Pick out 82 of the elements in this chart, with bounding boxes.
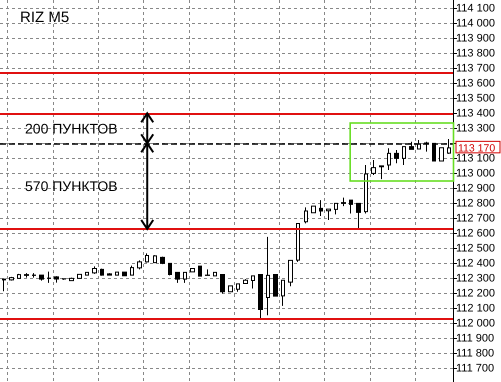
candlestick	[69, 277, 74, 282]
candlestick	[190, 268, 195, 273]
candlestick	[334, 202, 338, 215]
candlestick	[220, 274, 225, 294]
candlestick	[77, 273, 82, 279]
y-tick-label: 111 800	[456, 347, 494, 360]
candlestick	[439, 147, 444, 162]
candlestick	[9, 276, 14, 282]
candlestick	[24, 272, 29, 278]
annotation: 200 ПУНКТОВ	[25, 120, 118, 136]
candlestick	[168, 262, 172, 276]
y-tick-label: 113 100	[456, 152, 495, 164]
candlestick	[311, 206, 316, 214]
candlestick	[17, 273, 21, 279]
candlestick	[54, 276, 59, 284]
annotation: 570 ПУНКТОВ	[25, 178, 118, 194]
y-tick-label: 113 700	[456, 62, 495, 74]
candlestick	[304, 206, 308, 224]
candlestick	[236, 283, 240, 292]
y-tick-label: 112 300	[456, 272, 495, 284]
candlestick	[371, 160, 376, 176]
y-tick-label: 112 000	[456, 317, 495, 330]
candlestick	[205, 268, 210, 276]
candlestick	[243, 278, 248, 284]
candlestick	[92, 266, 97, 274]
candlestick	[107, 272, 112, 276]
candlestick	[281, 279, 285, 306]
candlestick	[341, 197, 346, 207]
y-tick-label: 112 500	[456, 242, 495, 254]
candlestick	[364, 164, 368, 214]
y-tick-label: 112 800	[456, 197, 495, 210]
candlestick	[394, 149, 399, 164]
candlestick	[153, 254, 157, 264]
y-tick-label: 112 100	[456, 302, 495, 314]
candlestick	[379, 165, 384, 180]
candlestick	[319, 200, 323, 216]
candlestick	[122, 271, 127, 277]
candlestick	[137, 260, 142, 270]
candlestick	[387, 148, 391, 171]
y-tick-label: 113 900	[456, 32, 495, 44]
y-tick-label: 112 600	[456, 227, 495, 240]
y-tick-label: 114 100	[456, 2, 495, 14]
y-tick-label: 114 000	[456, 17, 495, 30]
candlestick	[160, 256, 165, 265]
y-tick-label: 111 700	[456, 362, 494, 374]
candlestick	[296, 222, 300, 262]
candlestick	[2, 278, 6, 292]
y-tick-label: 113 300	[456, 122, 495, 134]
candlestick	[130, 265, 134, 276]
y-tick-label: 112 700	[456, 212, 495, 224]
text: RIZ M5	[20, 9, 70, 26]
y-tick-label: 113 500	[456, 92, 495, 104]
text: 113 170	[458, 142, 496, 154]
candlestick	[213, 272, 217, 276]
y-tick-label: 113 800	[456, 47, 495, 60]
candlestick	[258, 274, 263, 320]
candlestick	[100, 268, 104, 276]
y-tick-label: 113 000	[456, 167, 495, 180]
y-tick-label: 111 900	[456, 332, 494, 344]
candlestick	[356, 202, 361, 229]
candlestick	[115, 272, 119, 276]
candlestick	[183, 272, 187, 284]
candlestick	[251, 274, 255, 289]
candlestick	[326, 208, 331, 221]
y-tick-label: 113 600	[456, 77, 495, 90]
candlestick	[288, 260, 293, 287]
candlestick	[85, 272, 89, 276]
candlestick	[47, 271, 51, 284]
y-tick-label: 112 400	[456, 257, 495, 270]
candlestick	[349, 200, 353, 214]
candlestick	[266, 236, 270, 316]
candlestick	[145, 252, 149, 264]
candlestick	[273, 274, 278, 297]
y-tick-label: 112 900	[456, 182, 495, 194]
y-tick-label: 112 200	[456, 287, 495, 300]
candlestick	[198, 266, 202, 277]
candlestick	[39, 274, 44, 282]
y-tick-label: 113 400	[456, 107, 495, 120]
candlestick	[175, 272, 180, 284]
candlestick	[228, 285, 233, 292]
candlestick	[32, 272, 36, 278]
candlestick	[62, 278, 66, 280]
